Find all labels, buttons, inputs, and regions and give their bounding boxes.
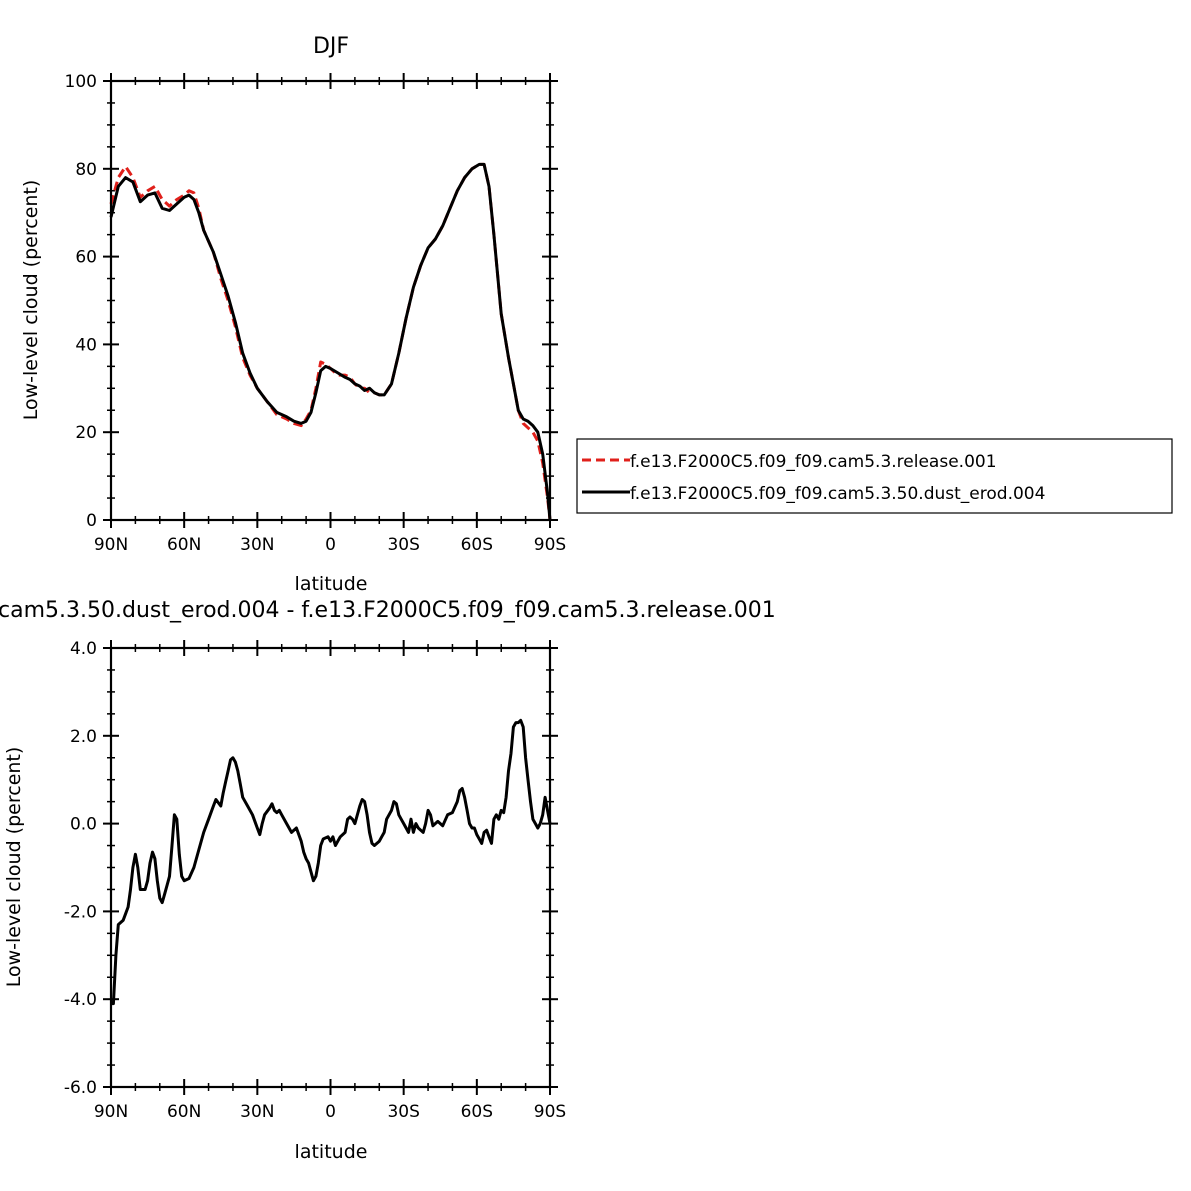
legend-label-dust-erod: f.e13.F2000C5.f09_f09.cam5.3.50.dust_ero… — [630, 484, 1045, 504]
y-tick-label: -4.0 — [64, 990, 97, 1010]
bottom-panel-xlabel: latitude — [295, 1141, 368, 1163]
y-tick-label: 80 — [75, 160, 97, 180]
bottom-panel-tick-labels: 90N 60N 30N 0 30S 60S 90S -6.0 -4.0 -2.0 0.0 2.0 4.0 — [64, 639, 566, 1122]
y-tick-label: 60 — [75, 248, 97, 268]
x-tick-label: 90N — [94, 1102, 128, 1122]
y-tick-label: 20 — [75, 423, 97, 443]
x-tick-label: 60N — [167, 535, 201, 555]
bottom-panel-series — [111, 718, 552, 1006]
y-tick-label: 40 — [75, 335, 97, 355]
top-panel: DJF 90N 60N 30N 0 30S 60S 90S 0 20 40 60 80 100 lati… — [20, 34, 566, 595]
y-tick-label: 0 — [86, 511, 97, 531]
top-panel-ylabel: Low-level cloud (percent) — [20, 180, 42, 421]
legend-box — [576, 438, 1173, 514]
top-panel-xlabel: latitude — [295, 573, 368, 595]
bottom-panel-title: cam5.3.50.dust_erod.004 - f.e13.F2000C5.… — [0, 598, 776, 623]
x-tick-label: 30N — [240, 1102, 274, 1122]
x-tick-label: 90N — [94, 535, 128, 555]
y-tick-label: 4.0 — [70, 639, 97, 659]
bottom-panel-frame — [109, 646, 552, 1089]
x-tick-label: 0 — [325, 535, 336, 555]
x-tick-label: 0 — [325, 1102, 336, 1122]
y-tick-label: -2.0 — [64, 902, 97, 922]
top-panel-series — [109, 162, 552, 521]
top-panel-tick-labels: 90N 60N 30N 0 30S 60S 90S 0 20 40 60 80 100 — [65, 72, 567, 555]
legend: f.e13.F2000C5.f09_f09.cam5.3.release.001… — [576, 438, 1173, 514]
top-panel-frame — [109, 79, 552, 522]
x-tick-label: 30S — [387, 1102, 419, 1122]
y-tick-label: 2.0 — [70, 727, 97, 747]
top-panel-title: DJF — [313, 34, 349, 59]
legend-label-release: f.e13.F2000C5.f09_f09.cam5.3.release.001 — [630, 452, 997, 472]
series-line-1-0 — [111, 718, 552, 1006]
y-tick-label: 0.0 — [70, 815, 97, 835]
bottom-panel-ylabel: Low-level cloud (percent) — [3, 747, 25, 988]
series-line-0-1 — [109, 162, 552, 521]
y-tick-label: -6.0 — [64, 1078, 97, 1098]
x-tick-label: 30N — [240, 535, 274, 555]
x-tick-label: 60S — [461, 535, 493, 555]
x-tick-label: 60S — [461, 1102, 493, 1122]
x-tick-label: 60N — [167, 1102, 201, 1122]
x-tick-label: 90S — [534, 535, 566, 555]
x-tick-label: 90S — [534, 1102, 566, 1122]
x-tick-label: 30S — [387, 535, 419, 555]
bottom-panel: cam5.3.50.dust_erod.004 - f.e13.F2000C5.… — [0, 598, 776, 1163]
y-tick-label: 100 — [65, 72, 97, 92]
